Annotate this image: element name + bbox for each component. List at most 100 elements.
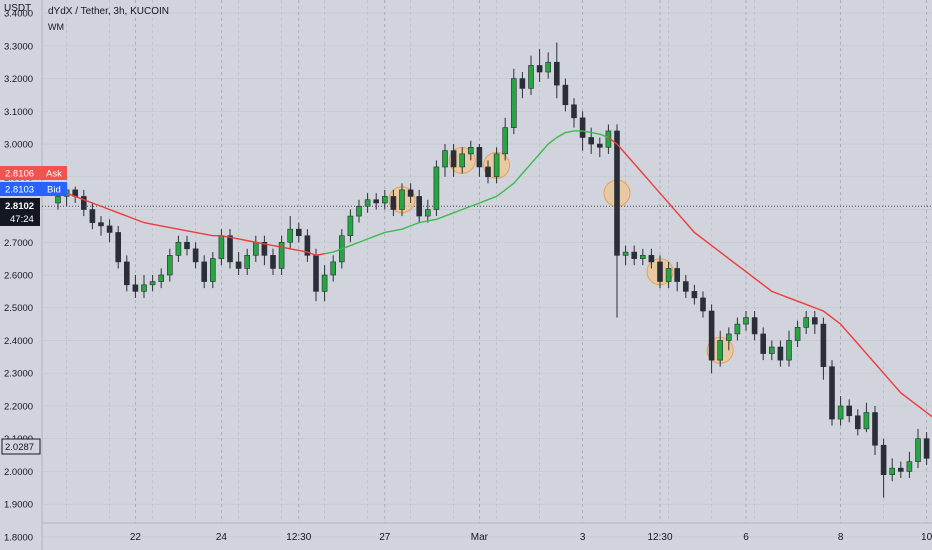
candle-down — [700, 291, 706, 318]
candle-body — [536, 65, 543, 73]
candle-body — [786, 340, 792, 361]
candle-body — [622, 251, 629, 256]
candle-body — [270, 255, 276, 269]
candle-up — [725, 327, 732, 351]
candle-down — [829, 360, 835, 426]
candle-body — [184, 241, 190, 250]
y-tick-label: 2.6000 — [4, 271, 33, 282]
candle-up — [149, 275, 156, 292]
candle-down — [476, 144, 483, 177]
candle-body — [373, 199, 380, 204]
candle-body — [614, 130, 620, 256]
candle-up — [158, 268, 164, 289]
candle-body — [201, 261, 207, 282]
candle-body — [175, 241, 182, 256]
candle-body — [158, 274, 164, 282]
indicator-label[interactable]: WM — [48, 22, 64, 32]
candle-up — [364, 193, 371, 213]
candle-body — [304, 235, 311, 256]
candle-body — [192, 248, 199, 263]
bid-value: 2.8103 — [5, 185, 34, 196]
candle-body — [459, 153, 466, 168]
candle-down — [89, 202, 96, 230]
candle-down — [192, 242, 199, 269]
candle-body — [261, 241, 268, 256]
candle-up — [717, 330, 724, 367]
candle-body — [399, 189, 405, 210]
crosshair-price-marker: 2.0287 — [1, 438, 41, 455]
candle-down — [106, 219, 113, 243]
candle-down — [270, 248, 276, 275]
candle-body — [433, 166, 440, 210]
symbol-title[interactable]: dYdX / Tether, 3h, KUCOIN — [48, 6, 169, 17]
candle-body — [562, 84, 569, 106]
candle-up — [433, 160, 440, 217]
candle-body — [880, 444, 887, 476]
candle-down — [373, 193, 380, 210]
candle-body — [725, 333, 732, 341]
candle-body — [760, 333, 767, 354]
candle-body — [502, 127, 509, 155]
candle-body — [167, 255, 173, 276]
candle-body — [596, 143, 603, 148]
candle-body — [485, 166, 491, 178]
y-tick-label: 3.0000 — [4, 140, 33, 151]
candle-down — [854, 409, 861, 436]
candle-body — [708, 310, 715, 361]
candle-body — [476, 147, 483, 168]
y-tick-label: 1.8000 — [4, 532, 33, 543]
ask-value: 2.8106 — [5, 169, 34, 180]
candle-down — [880, 438, 887, 498]
candle-body — [356, 205, 362, 217]
candle-body — [528, 65, 534, 89]
candle-body — [829, 366, 835, 420]
candle-body — [519, 78, 526, 89]
candle-body — [665, 268, 672, 282]
y-tick-label: 2.2000 — [4, 401, 33, 412]
candle-body — [837, 405, 844, 420]
x-tick-label: 12:30 — [647, 532, 672, 543]
candle-body — [700, 297, 706, 312]
candle-body — [854, 415, 861, 430]
candle-body — [253, 241, 259, 256]
candle-up — [467, 140, 474, 161]
x-tick-label: 3 — [580, 532, 586, 543]
x-tick-label: Mar — [471, 532, 489, 543]
candle-body — [493, 153, 500, 178]
candle-body — [381, 196, 388, 204]
candle-up — [141, 275, 147, 298]
candle-down — [897, 461, 904, 478]
candle-body — [55, 196, 61, 204]
candle-up — [915, 428, 921, 469]
candle-up — [442, 144, 448, 177]
candle-down — [596, 137, 603, 158]
candle-body — [364, 199, 371, 207]
candle-body — [674, 268, 681, 282]
candle-body — [313, 255, 319, 292]
candle-down — [81, 189, 87, 217]
candle-body — [915, 438, 921, 462]
candle-down — [811, 311, 818, 334]
candle-down — [777, 340, 784, 367]
candle-up — [356, 199, 362, 223]
candle-body — [106, 225, 113, 233]
candle-up — [424, 199, 431, 223]
candle-down — [536, 49, 543, 82]
candle-down — [631, 245, 638, 266]
x-tick-label: 22 — [130, 532, 142, 543]
ask-label: Ask — [46, 169, 62, 180]
candle-up — [639, 248, 646, 266]
last-price-tag: 2.8102 47:24 — [0, 198, 40, 226]
candle-down — [519, 72, 526, 99]
candle-up — [863, 402, 870, 433]
candle-down — [682, 275, 689, 298]
candle-body — [717, 340, 724, 361]
candle-body — [846, 405, 853, 417]
candle-up — [330, 255, 337, 282]
candle-up — [167, 248, 173, 282]
candle-body — [407, 189, 414, 197]
candle-body — [923, 438, 930, 459]
y-tick-label: 2.4000 — [4, 336, 33, 347]
candle-down — [648, 248, 655, 269]
